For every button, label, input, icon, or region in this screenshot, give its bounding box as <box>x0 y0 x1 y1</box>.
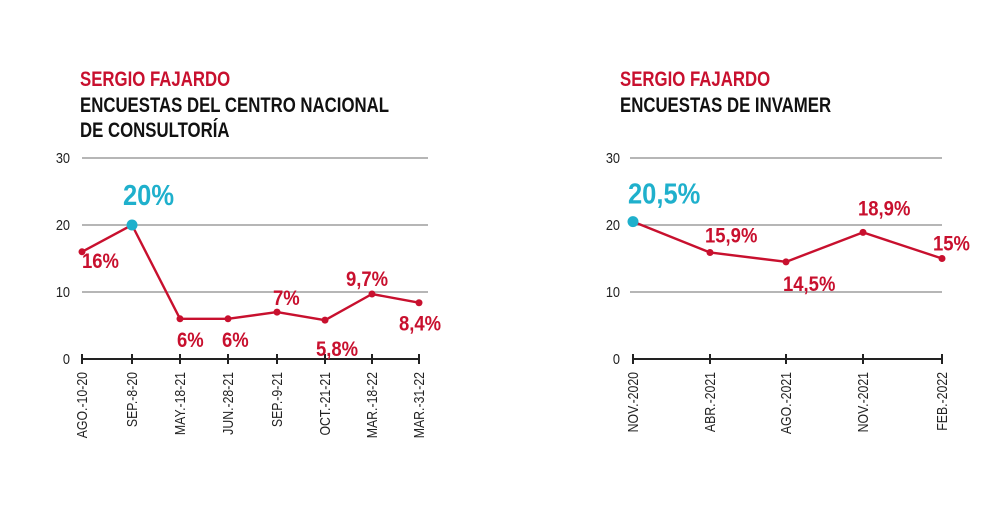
x-tick-label: ABR.-2021 <box>702 372 718 432</box>
data-label: 15,9% <box>705 224 758 247</box>
data-label: 14,5% <box>783 273 836 296</box>
x-tick-label: MAY.-18-21 <box>172 372 188 435</box>
data-point <box>859 228 867 236</box>
data-point <box>938 255 946 262</box>
x-tick-label: SEP.-9-21 <box>269 372 285 427</box>
data-label: 15% <box>933 232 970 255</box>
x-tick-label: MAR.-18-22 <box>364 372 380 438</box>
data-point <box>415 299 423 307</box>
x-tick-label: OCT.-21-21 <box>317 372 333 436</box>
data-label: 7% <box>273 287 300 310</box>
y-tick-label: 0 <box>613 350 620 367</box>
highlight-point <box>627 216 639 228</box>
x-tick-label: NOV.-2021 <box>855 372 871 432</box>
x-tick-label: AGO.-10-20 <box>74 372 90 439</box>
data-point <box>321 316 329 324</box>
x-tick-label: SEP.-8-20 <box>124 372 140 427</box>
data-label: 16% <box>82 250 119 273</box>
data-point <box>368 290 376 298</box>
y-tick-label: 10 <box>606 283 620 300</box>
data-point <box>706 248 714 256</box>
chart-2: SERGIO FAJARDO ENCUESTAS DE INVAMER 0 10 20 3… <box>606 68 971 434</box>
chart-subtitle: SERGIO FAJARDO <box>80 68 230 91</box>
highlight-data-label: 20,5% <box>628 177 700 210</box>
y-tick-label: 10 <box>56 283 70 300</box>
data-label: 6% <box>222 329 249 352</box>
highlight-data-label: 20% <box>123 178 174 211</box>
chart-title-line: ENCUESTAS DEL CENTRO NACIONAL <box>80 94 389 117</box>
y-tick-label: 20 <box>606 216 620 233</box>
highlight-point <box>126 219 138 231</box>
y-tick-label: 0 <box>63 350 70 367</box>
y-tick-label: 20 <box>56 216 70 233</box>
x-tick-label: AGO.-2021 <box>778 372 794 434</box>
data-point <box>176 315 184 323</box>
chart-subtitle: SERGIO FAJARDO <box>620 68 770 91</box>
series-line <box>81 223 420 322</box>
y-tick-label: 30 <box>606 149 620 166</box>
data-point <box>782 258 790 266</box>
data-label: 8,4% <box>399 313 441 336</box>
data-point <box>78 248 86 256</box>
data-label: 6% <box>177 329 204 352</box>
chart-1: SERGIO FAJARDO ENCUESTAS DEL CENTRO NACIO… <box>56 68 442 438</box>
chart-title-line: ENCUESTAS DE INVAMER <box>620 94 831 117</box>
data-label: 5,8% <box>316 338 358 361</box>
data-label: 18,9% <box>858 197 911 220</box>
y-tick-label: 30 <box>56 149 70 166</box>
data-point <box>273 308 281 316</box>
x-tick-label: JUN.-28-21 <box>220 372 236 435</box>
x-tick-label: NOV.-2020 <box>625 372 641 433</box>
data-label: 9,7% <box>346 268 388 291</box>
data-point <box>224 315 232 323</box>
chart-title-line: DE CONSULTORÍA <box>80 118 230 142</box>
x-tick-label: MAR.-31-22 <box>411 372 427 438</box>
x-tick-label: FEB.-2022 <box>934 372 950 431</box>
series-line <box>632 220 943 264</box>
